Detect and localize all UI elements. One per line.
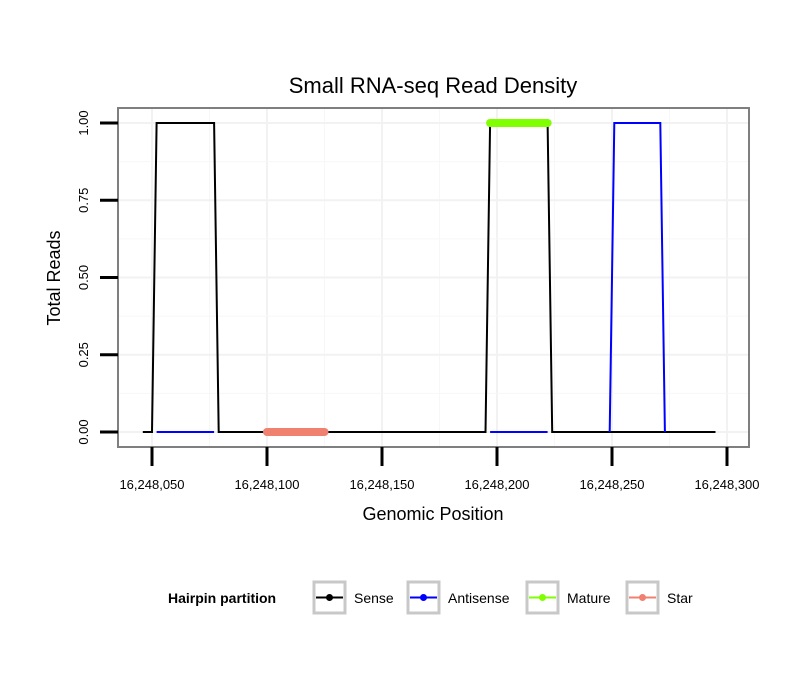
- legend-marker-mature: [539, 594, 546, 601]
- x-tick-label: 16,248,200: [464, 477, 529, 492]
- y-tick-label: 0.00: [76, 419, 91, 444]
- legend-label-star: Star: [667, 590, 693, 606]
- x-tick-label: 16,248,250: [579, 477, 644, 492]
- legend: Hairpin partition Sense Antisense Mature St…: [168, 580, 693, 615]
- y-tick-label: 0.25: [76, 342, 91, 367]
- series-layer: [142, 119, 716, 436]
- x-tick-label: 16,248,050: [119, 477, 184, 492]
- x-tick-label: 16,248,300: [694, 477, 759, 492]
- x-tick-label: 16,248,150: [349, 477, 414, 492]
- y-tick-label: 0.75: [76, 188, 91, 213]
- legend-marker-star: [639, 594, 646, 601]
- x-tick-label: 16,248,100: [234, 477, 299, 492]
- series-line-antisense: [608, 122, 666, 433]
- legend-label-sense: Sense: [354, 590, 394, 606]
- y-tick-label: 0.50: [76, 265, 91, 290]
- y-axis-title: Total Reads: [44, 230, 64, 325]
- legend-label-mature: Mature: [567, 590, 611, 606]
- legend-marker-sense: [326, 594, 333, 601]
- x-axis: 16,248,050 16,248,100 16,248,150 16,248,200…: [119, 447, 760, 492]
- chart-title: Small RNA-seq Read Density: [289, 73, 578, 98]
- legend-title: Hairpin partition: [168, 590, 276, 606]
- legend-label-antisense: Antisense: [448, 590, 510, 606]
- x-axis-title: Genomic Position: [362, 504, 503, 524]
- legend-marker-antisense: [420, 594, 427, 601]
- series-line-sense: [142, 122, 716, 433]
- y-axis: 0.00 0.25 0.50 0.75 1.00: [76, 110, 118, 445]
- y-tick-label: 1.00: [76, 110, 91, 135]
- plot-grid: [118, 108, 749, 447]
